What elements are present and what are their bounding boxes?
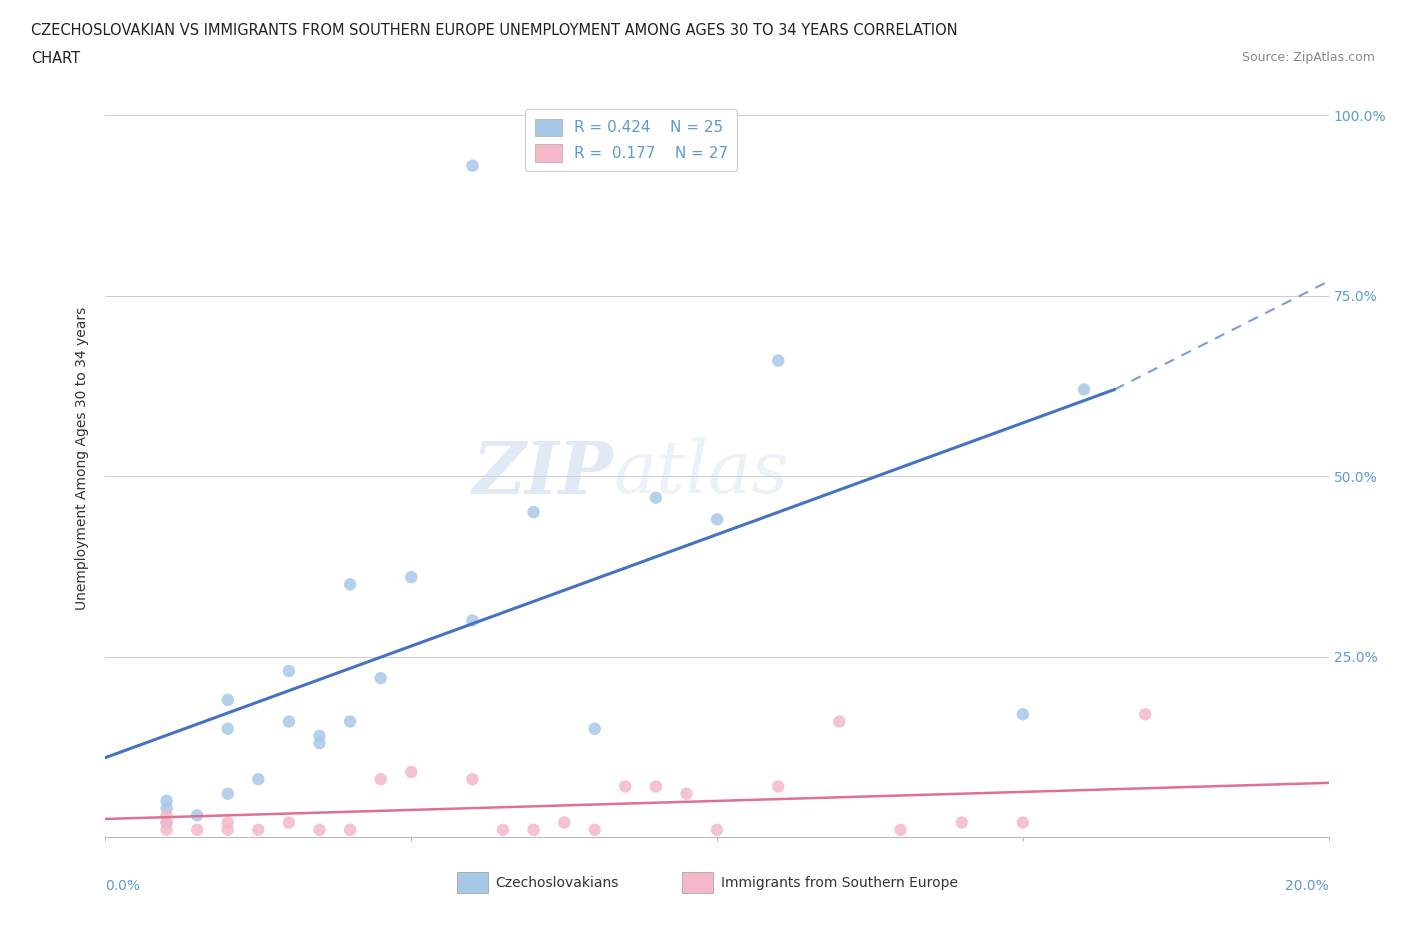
Point <box>339 714 361 729</box>
Point <box>1012 815 1035 830</box>
Point <box>890 822 912 837</box>
Point <box>308 728 330 743</box>
Point <box>156 793 179 808</box>
Text: Immigrants from Southern Europe: Immigrants from Southern Europe <box>721 875 959 890</box>
Point <box>768 779 790 794</box>
Point <box>217 786 239 801</box>
Point <box>675 786 697 801</box>
Point <box>492 822 515 837</box>
Point <box>401 570 423 585</box>
Point <box>644 490 668 505</box>
Text: atlas: atlas <box>613 438 789 509</box>
Point <box>339 822 361 837</box>
Point <box>644 779 668 794</box>
Point <box>706 822 728 837</box>
Point <box>950 815 973 830</box>
Point <box>614 779 637 794</box>
Bar <box>682 872 713 893</box>
Point <box>583 722 606 737</box>
Point <box>186 808 208 823</box>
Point <box>308 736 330 751</box>
Point <box>217 722 239 737</box>
Point <box>247 772 270 787</box>
Point <box>461 158 484 173</box>
Point <box>217 815 239 830</box>
Point <box>523 822 546 837</box>
Point <box>278 815 301 830</box>
Point <box>1133 707 1156 722</box>
Point <box>370 772 392 787</box>
Bar <box>457 872 488 893</box>
Point <box>339 577 361 591</box>
Point <box>156 801 179 816</box>
Point <box>278 714 301 729</box>
Text: CHART: CHART <box>31 51 80 66</box>
Point <box>217 822 239 837</box>
Point <box>156 815 179 830</box>
Point <box>828 714 851 729</box>
Point <box>768 353 790 368</box>
Point <box>217 693 239 708</box>
Point <box>583 822 606 837</box>
Point <box>1073 382 1095 397</box>
Point <box>370 671 392 685</box>
Point <box>308 822 330 837</box>
Point <box>247 822 270 837</box>
Point <box>401 764 423 779</box>
Point <box>523 505 546 520</box>
Text: ZIP: ZIP <box>472 438 613 509</box>
Point <box>278 663 301 678</box>
Text: Czechoslovakians: Czechoslovakians <box>495 875 619 890</box>
Point <box>156 822 179 837</box>
Point <box>461 772 484 787</box>
Text: CZECHOSLOVAKIAN VS IMMIGRANTS FROM SOUTHERN EUROPE UNEMPLOYMENT AMONG AGES 30 TO: CZECHOSLOVAKIAN VS IMMIGRANTS FROM SOUTH… <box>31 23 957 38</box>
Text: 0.0%: 0.0% <box>105 879 141 893</box>
Y-axis label: Unemployment Among Ages 30 to 34 years: Unemployment Among Ages 30 to 34 years <box>76 306 90 610</box>
Point <box>1012 707 1035 722</box>
Legend: R = 0.424    N = 25, R =  0.177    N = 27: R = 0.424 N = 25, R = 0.177 N = 27 <box>526 110 738 171</box>
Text: Source: ZipAtlas.com: Source: ZipAtlas.com <box>1241 51 1375 64</box>
Point <box>706 512 728 526</box>
Point <box>156 815 179 830</box>
Point <box>186 822 208 837</box>
Point <box>553 815 575 830</box>
Text: 20.0%: 20.0% <box>1285 879 1329 893</box>
Point <box>461 613 484 628</box>
Point <box>156 808 179 823</box>
